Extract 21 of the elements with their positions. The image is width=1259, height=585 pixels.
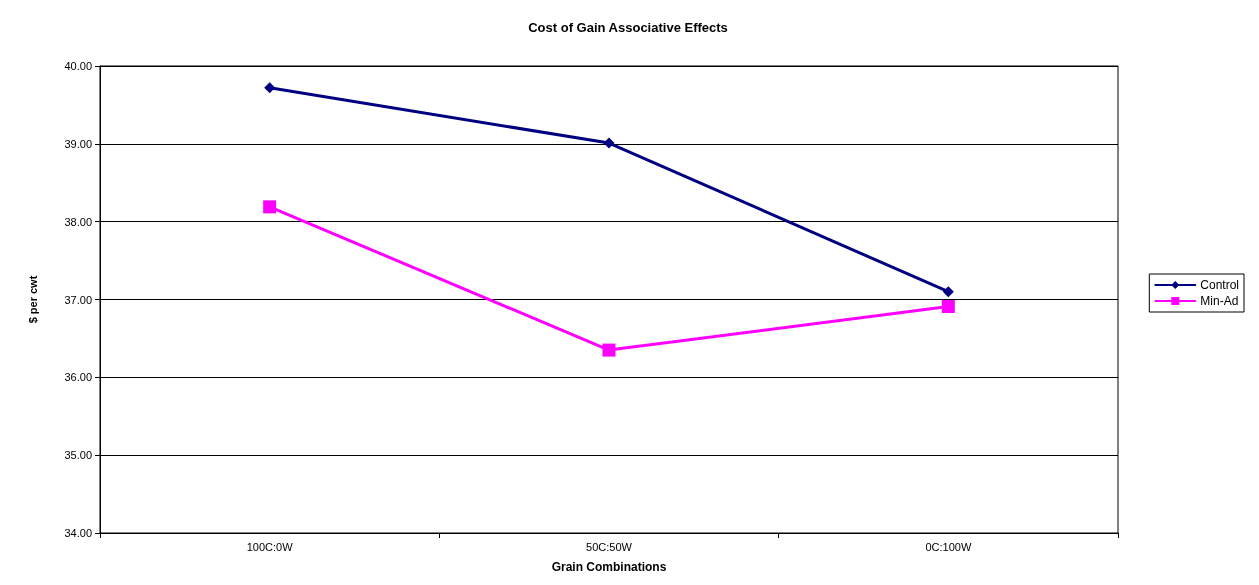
x-tick-label: 0C:100W bbox=[925, 540, 972, 553]
y-tick-label: 37.00 bbox=[64, 293, 92, 306]
chart-title: Cost of Gain Associative Effects bbox=[528, 20, 728, 35]
point bbox=[602, 343, 616, 357]
y-tick-label: 35.00 bbox=[64, 449, 92, 462]
y-tick-label: 34.00 bbox=[64, 527, 92, 539]
point bbox=[263, 200, 277, 214]
y-tick-label: 38.00 bbox=[64, 215, 92, 228]
y-axis-title: $ per cwt bbox=[26, 275, 39, 324]
point bbox=[603, 137, 615, 149]
legend-label: Min-Ad bbox=[1200, 294, 1239, 308]
y-tick-label: 36.00 bbox=[64, 371, 92, 384]
x-axis-title: Grain Combinations bbox=[551, 560, 667, 574]
point bbox=[942, 286, 954, 298]
legend-label: Control bbox=[1200, 278, 1239, 292]
y-tick-label: 39.00 bbox=[64, 137, 92, 150]
x-tick-label: 50C:50W bbox=[586, 540, 633, 553]
y-tick-label: 40.00 bbox=[64, 60, 92, 72]
point bbox=[264, 82, 276, 94]
x-tick-label: 100C:0W bbox=[246, 540, 294, 553]
point bbox=[941, 300, 955, 314]
